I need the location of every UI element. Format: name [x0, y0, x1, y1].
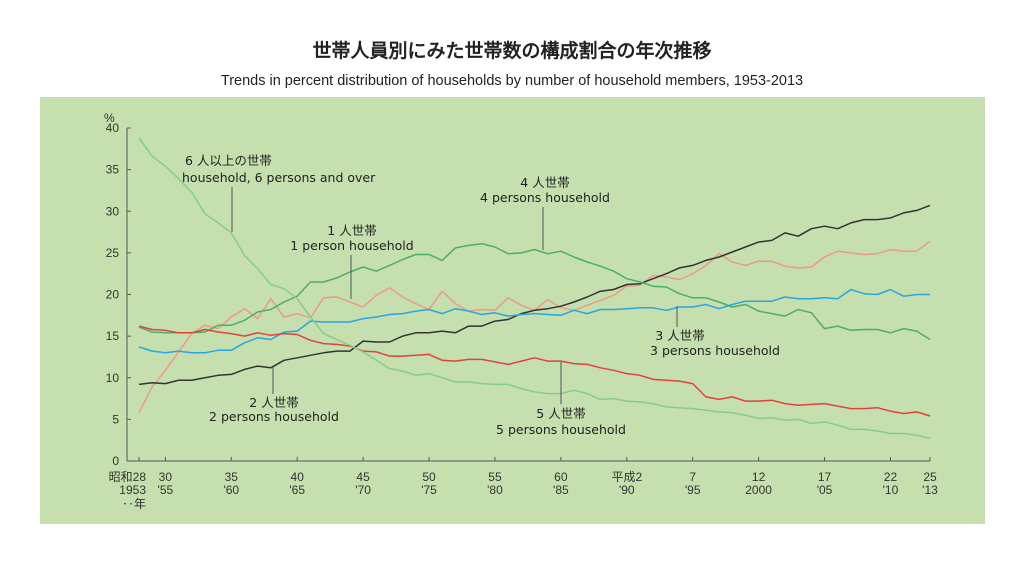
- label-4-ja: 4 人世帯: [520, 175, 569, 190]
- label-2-ja: 2 人世帯: [249, 395, 298, 410]
- x-tick-label-era: 17: [818, 470, 832, 484]
- chart-subtitle: Trends in percent distribution of househ…: [221, 73, 803, 89]
- y-axis-label: %: [104, 111, 115, 125]
- x-tick-label-year: '55: [158, 483, 174, 497]
- label-4-en: 4 persons household: [480, 190, 610, 205]
- plot-background: [40, 97, 985, 524]
- x-tick-label-era: 25: [923, 470, 937, 484]
- series-lines: [138, 137, 931, 440]
- series-line-6: [138, 137, 931, 440]
- label-5-ja: 5 人世帯: [536, 406, 585, 421]
- series-line-4: [138, 242, 931, 341]
- x-tick-label-year: '60: [223, 483, 239, 497]
- y-tick-label: 15: [106, 329, 120, 343]
- label-1-en: 1 person household: [290, 238, 413, 253]
- y-tick-label: 30: [106, 204, 120, 218]
- y-tick-label: 40: [106, 121, 120, 135]
- x-tick-label-era: 40: [291, 470, 305, 484]
- x-tick-label-era: 平成2: [611, 470, 642, 484]
- annotation-3: 3 人世帯 3 persons household: [650, 306, 780, 358]
- x-tick-label-year: '75: [421, 483, 437, 497]
- series-line-5: [138, 325, 931, 417]
- y-tick-label: 25: [106, 246, 120, 260]
- x-tick-label-era: 7: [689, 470, 696, 484]
- annotation-5: 5 人世帯 5 persons household: [496, 362, 626, 437]
- x-tick-label-era: 55: [488, 470, 502, 484]
- series-line-3: [138, 288, 930, 354]
- label-3-en: 3 persons household: [650, 343, 780, 358]
- x-tick-label-era: 50: [422, 470, 436, 484]
- x-tick-label-year: '13: [922, 483, 938, 497]
- x-tick-label-year: 2000: [745, 483, 772, 497]
- x-tick-label-era: 45: [356, 470, 370, 484]
- x-tick-label-year: '95: [685, 483, 701, 497]
- x-tick-label-year: '65: [289, 483, 305, 497]
- x-tick-label-year: '10: [883, 483, 899, 497]
- x-tick-label-year: '85: [553, 483, 569, 497]
- x-tick-label-unit: ‥年: [122, 497, 146, 511]
- axes: 0510152025303540昭和281953‥年30'5535'6040'6…: [106, 121, 939, 511]
- y-tick-label: 35: [106, 163, 120, 177]
- x-tick-label-year: '05: [817, 483, 833, 497]
- annotation-6plus: 6 人以上の世帯 household, 6 persons and over: [182, 153, 376, 232]
- annotation-4: 4 人世帯 4 persons household: [480, 175, 610, 250]
- y-tick-label: 0: [112, 454, 119, 468]
- x-tick-label-era: 60: [554, 470, 568, 484]
- x-tick-label-year: '80: [487, 483, 503, 497]
- x-tick-label-era: 昭和28: [109, 470, 147, 484]
- annotation-2: 2 人世帯 2 persons household: [209, 367, 339, 424]
- label-6plus-en: household, 6 persons and over: [182, 170, 376, 185]
- x-tick-label-era: 30: [159, 470, 173, 484]
- series-line-2: [138, 204, 931, 386]
- x-tick-label-era: 22: [884, 470, 898, 484]
- y-tick-label: 20: [106, 288, 120, 302]
- label-6plus-ja: 6 人以上の世帯: [185, 153, 272, 168]
- annotation-1: 1 人世帯 1 person household: [290, 223, 414, 299]
- label-2-en: 2 persons household: [209, 409, 339, 424]
- x-tick-label-year: '70: [355, 483, 371, 497]
- label-3-ja: 3 人世帯: [655, 328, 704, 343]
- y-tick-label: 5: [112, 412, 119, 426]
- x-tick-label-year: 1953: [119, 483, 146, 497]
- x-tick-label-era: 12: [752, 470, 766, 484]
- x-tick-label-era: 35: [225, 470, 239, 484]
- chart-title: 世帯人員別にみた世帯数の構成割合の年次推移: [312, 39, 711, 62]
- x-tick-label-year: '90: [619, 483, 635, 497]
- label-5-en: 5 persons household: [496, 422, 626, 437]
- label-1-ja: 1 人世帯: [327, 223, 376, 238]
- y-tick-label: 10: [106, 371, 120, 385]
